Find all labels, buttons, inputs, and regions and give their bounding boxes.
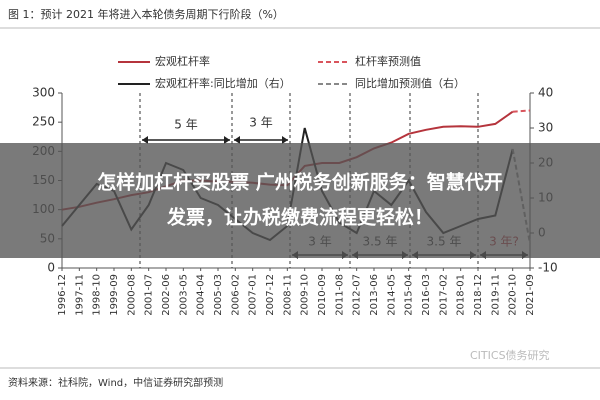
x-tick-label: 2021-09 xyxy=(525,274,536,316)
watermark: CITICS债务研究 xyxy=(470,348,550,362)
x-tick-label: 2004-04 xyxy=(196,274,207,316)
x-tick-label: 2016-03 xyxy=(421,274,432,316)
banner-text: 发票，让办税缴费流程更轻松！ xyxy=(166,206,433,229)
banner xyxy=(0,143,600,258)
legend-label: 宏观杠杆率 xyxy=(155,54,210,68)
x-tick-label: 2000-08 xyxy=(126,274,137,316)
x-tick-label: 1996-12 xyxy=(57,274,68,316)
x-tick-label: 2007-01 xyxy=(248,274,259,316)
x-tick-label: 2020-10 xyxy=(508,274,519,316)
x-tick-label: 1998-10 xyxy=(92,274,103,316)
annotation: 5 年 xyxy=(174,118,197,132)
x-tick-label: 2011-08 xyxy=(334,274,345,316)
x-tick-label: 2007-12 xyxy=(265,274,276,316)
x-tick-label: 2005-03 xyxy=(213,274,224,316)
banner-text: 怎样加杠杆买股票 广州税务创新服务：智慧代开 xyxy=(97,171,503,194)
y2-tick-label: -10 xyxy=(538,261,558,275)
series-line xyxy=(512,109,531,113)
x-tick-label: 2017-02 xyxy=(438,274,449,316)
x-tick-label: 2003-05 xyxy=(178,274,189,316)
y2-tick-label: 30 xyxy=(538,121,553,135)
x-tick-label: 2015-04 xyxy=(404,274,415,316)
x-tick-label: 2002-06 xyxy=(161,274,172,316)
x-tick-label: 2012-07 xyxy=(352,274,363,316)
y-tick-label: 300 xyxy=(32,86,55,100)
x-tick-label: 2010-09 xyxy=(317,274,328,316)
y2-tick-label: 40 xyxy=(538,86,553,100)
x-tick-label: 2018-01 xyxy=(456,274,467,316)
x-tick-label: 2013-06 xyxy=(369,274,380,316)
x-tick-label: 1999-09 xyxy=(109,274,120,316)
chart-title: 图 1：预计 2021 年将进入本轮债务周期下行阶段（%） xyxy=(8,7,284,21)
y-tick-label: 0 xyxy=(47,261,55,275)
x-tick-label: 1997-11 xyxy=(74,274,85,316)
legend-label: 宏观杠杆率:同比增加（右） xyxy=(155,76,291,90)
annotation: 3 年 xyxy=(249,116,272,130)
legend-label: 杠杆率预测值 xyxy=(355,54,421,68)
x-tick-label: 2018-12 xyxy=(473,274,484,316)
x-tick-label: 2006-02 xyxy=(230,274,241,316)
legend-label: 同比增加预测值（右） xyxy=(355,76,465,90)
x-tick-label: 2014-05 xyxy=(386,274,397,316)
x-tick-label: 2019-11 xyxy=(490,274,501,316)
x-tick-label: 2009-10 xyxy=(300,274,311,316)
x-tick-label: 2008-11 xyxy=(282,274,293,316)
x-tick-label: 2001-07 xyxy=(144,274,155,316)
y-tick-label: 250 xyxy=(32,115,55,129)
source: 资料来源：社科院，Wind，中信证券研究部预测 xyxy=(8,376,223,389)
